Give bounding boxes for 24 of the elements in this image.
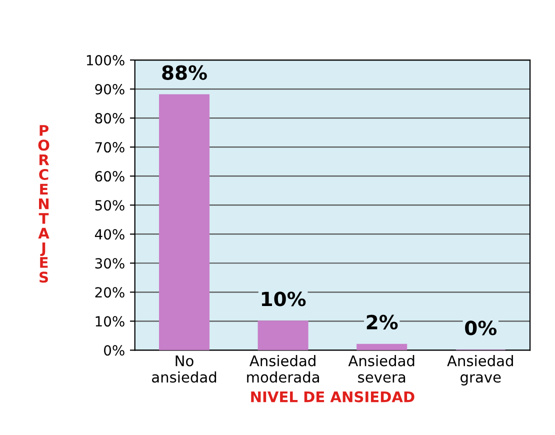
bar: [159, 94, 210, 350]
bar: [356, 344, 408, 350]
x-tick-label: Ansiedad severa: [348, 355, 414, 383]
data-label: 2%: [366, 314, 398, 330]
y-tick-label: 50%: [95, 200, 124, 211]
y-tick-label: 30%: [95, 258, 124, 269]
data-label: 88%: [162, 65, 207, 80]
text: PORCENTAJES: [38, 125, 50, 283]
y-tick-label: 60%: [95, 171, 124, 182]
x-axis-title: NIVEL DE ANSIEDAD: [251, 391, 414, 402]
y-tick-label: 100%: [86, 55, 124, 66]
y-tick-label: 10%: [96, 316, 124, 327]
data-label: 0%: [465, 320, 497, 336]
bar: [258, 320, 308, 350]
y-tick-label: 40%: [94, 229, 124, 240]
x-tick-label: Ansiedad grave: [447, 355, 513, 386]
y-tick-label: 0%: [104, 345, 124, 356]
data-label: 10%: [262, 292, 306, 306]
x-tick-label: No ansiedad: [152, 355, 216, 383]
y-tick-label: 90%: [95, 84, 124, 95]
x-tick-label: Ansiedad moderada: [247, 355, 319, 383]
y-tick-label: 20%: [95, 287, 124, 298]
y-tick-label: 70%: [95, 142, 124, 153]
y-tick-label: 80%: [95, 113, 124, 124]
